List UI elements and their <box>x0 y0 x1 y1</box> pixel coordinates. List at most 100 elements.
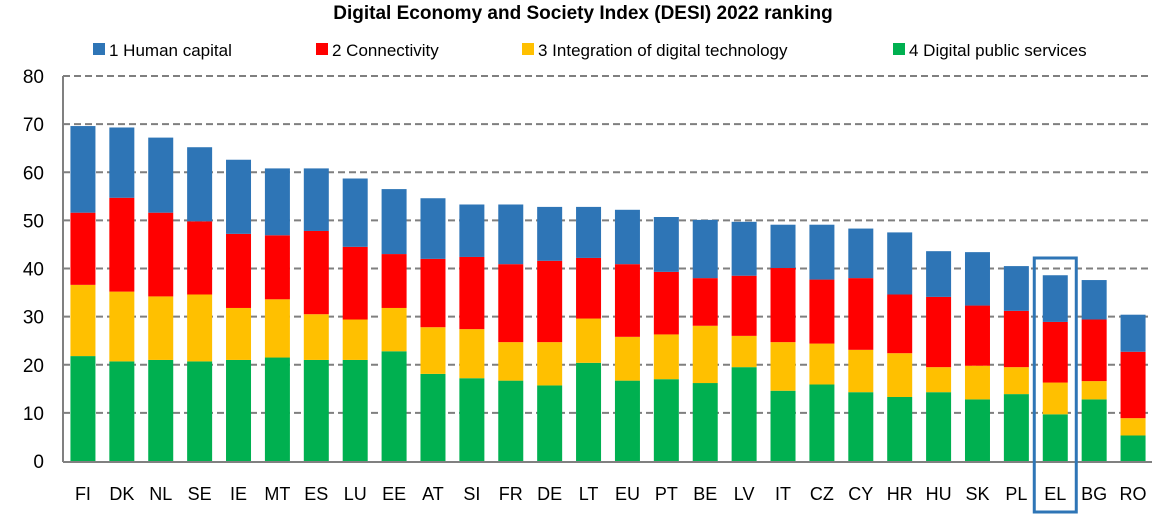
x-tick-label: LU <box>344 484 367 504</box>
bar-segment-es-s3 <box>303 168 329 231</box>
bar-segment-fr-s0 <box>498 380 524 461</box>
x-tick-label: MT <box>264 484 290 504</box>
bar-segment-be-s2 <box>692 278 718 326</box>
x-tick-label: DK <box>109 484 134 504</box>
bar-segment-lt-s2 <box>576 257 602 319</box>
legend-label: 4 Digital public services <box>909 41 1087 60</box>
x-tick-label: EU <box>615 484 640 504</box>
x-tick-label: LV <box>734 484 755 504</box>
bar-segment-it-s2 <box>770 268 796 343</box>
legend-label: 3 Integration of digital technology <box>538 41 788 60</box>
bar-segment-lt-s0 <box>576 362 602 461</box>
bar-segment-fr-s2 <box>498 264 524 343</box>
x-tick-label: SE <box>188 484 212 504</box>
y-axis-ticks: 0 10 20 30 40 50 60 70 80 <box>23 67 44 473</box>
bar-segment-cz-s3 <box>809 224 835 280</box>
bar-segment-fi-s1 <box>70 284 96 357</box>
x-tick-label: EE <box>382 484 406 504</box>
bar-segment-be-s1 <box>692 325 718 384</box>
bar-segment-ro-s3 <box>1120 314 1146 352</box>
x-axis-ticks: FI DK NL SE IE MT ES LU EE AT SI FR DE LT EU PT BE LV IT CZ… <box>75 484 1147 504</box>
bar-segment-hr-s3 <box>887 232 913 295</box>
bar-segment-ee-s0 <box>381 351 407 461</box>
bar-segment-dk-s1 <box>109 291 135 362</box>
x-tick-label: IT <box>775 484 791 504</box>
bar-segment-hu-s0 <box>926 392 952 461</box>
bar-segment-sk-s3 <box>964 252 990 306</box>
legend-label: 2 Connectivity <box>332 41 439 60</box>
bar-segment-nl-s2 <box>148 212 174 297</box>
x-tick-label: DE <box>537 484 562 504</box>
bar-segment-el-s2 <box>1042 321 1068 383</box>
bar-segment-lu-s0 <box>342 359 368 461</box>
bar-segment-lu-s2 <box>342 246 368 320</box>
x-tick-label: LT <box>579 484 599 504</box>
x-tick-label: NL <box>149 484 172 504</box>
bar-segment-lu-s1 <box>342 319 368 360</box>
bar-segment-fr-s3 <box>498 204 524 265</box>
bar-segment-lu-s3 <box>342 178 368 247</box>
bar-segment-ie-s2 <box>226 233 252 308</box>
bar-segment-es-s1 <box>303 314 329 360</box>
bar-segment-lt-s1 <box>576 318 602 363</box>
bar-segment-it-s3 <box>770 224 796 269</box>
bar-segment-mt-s1 <box>264 299 290 358</box>
bar-segment-fr-s1 <box>498 342 524 381</box>
bar-segment-nl-s1 <box>148 296 174 360</box>
x-tick-label: BE <box>693 484 717 504</box>
bar-segment-lt-s3 <box>576 206 602 258</box>
y-tick-label: 10 <box>23 404 44 425</box>
bar-segment-hr-s1 <box>887 353 913 397</box>
bar-segment-eu-s2 <box>614 264 640 337</box>
x-tick-label: CY <box>848 484 873 504</box>
bar-segment-lv-s0 <box>731 367 757 461</box>
bar-segment-cy-s0 <box>848 392 874 461</box>
bar-segment-de-s3 <box>537 206 563 261</box>
legend: 1 Human capital 2 Connectivity 3 Integrati… <box>93 41 1087 60</box>
bar-segment-dk-s0 <box>109 361 135 461</box>
bar-segment-hu-s1 <box>926 367 952 393</box>
bar-segment-hr-s0 <box>887 396 913 461</box>
bar-segment-mt-s3 <box>264 168 290 236</box>
bar-segment-bg-s1 <box>1081 381 1107 400</box>
x-tick-label: PT <box>655 484 678 504</box>
legend-item: 1 Human capital <box>93 41 232 60</box>
bar-segment-ee-s1 <box>381 307 407 352</box>
bar-segment-cy-s2 <box>848 278 874 350</box>
bar-segment-pt-s0 <box>653 379 679 461</box>
legend-swatch <box>316 43 328 55</box>
bar-segment-dk-s3 <box>109 127 135 198</box>
highlight-box-el <box>1032 256 1078 514</box>
bar-segment-cy-s3 <box>848 228 874 279</box>
x-tick-label: HU <box>926 484 952 504</box>
bar-segment-it-s1 <box>770 342 796 391</box>
bar-segment-hu-s3 <box>926 251 952 297</box>
bar-segment-cz-s1 <box>809 343 835 385</box>
x-tick-label: CZ <box>810 484 834 504</box>
bar-segment-el-s1 <box>1042 382 1068 415</box>
legend-swatch <box>522 43 534 55</box>
bar-segment-de-s0 <box>537 385 563 461</box>
bar-segment-si-s3 <box>459 204 485 257</box>
bar-segment-pt-s3 <box>653 217 679 272</box>
bar-segment-se-s2 <box>187 221 213 295</box>
bar-segment-fi-s3 <box>70 126 96 213</box>
x-tick-label: HR <box>887 484 913 504</box>
legend-swatch <box>893 43 905 55</box>
bar-segment-ie-s3 <box>226 159 252 234</box>
legend-item: 4 Digital public services <box>893 41 1087 60</box>
bar-segment-el-s0 <box>1042 414 1068 461</box>
x-tick-label: AT <box>422 484 444 504</box>
bar-segment-pl-s2 <box>1003 310 1029 368</box>
y-tick-label: 80 <box>23 67 44 88</box>
bar-segment-at-s3 <box>420 198 446 259</box>
bar-segment-es-s0 <box>303 359 329 461</box>
legend-swatch <box>93 43 105 55</box>
x-tick-label: FR <box>499 484 523 504</box>
bar-segment-fi-s0 <box>70 356 96 461</box>
bar-segment-it-s0 <box>770 390 796 461</box>
legend-label: 1 Human capital <box>109 41 232 60</box>
x-tick-label: EL <box>1044 484 1066 504</box>
bar-segment-bg-s2 <box>1081 319 1107 382</box>
bar-segment-el-s3 <box>1042 275 1068 322</box>
